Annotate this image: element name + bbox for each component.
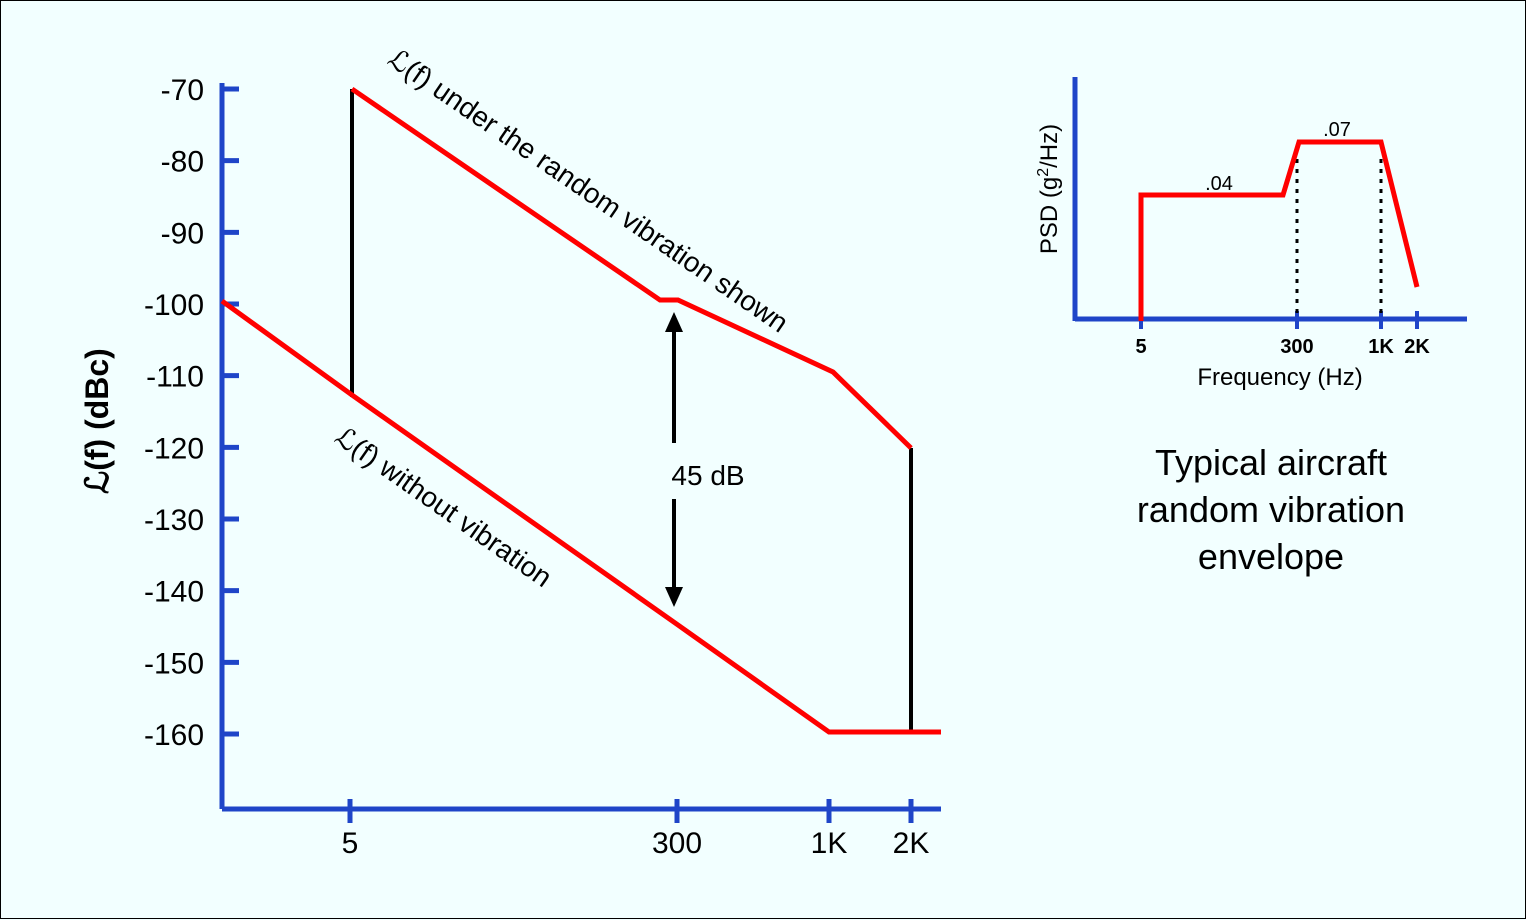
psd-envelope-line	[1138, 139, 1420, 321]
psd-value-label-high: .07	[1323, 119, 1351, 141]
psd-x-ticks: 5 300 1K 2K	[1135, 311, 1430, 358]
gap-arrow: 45 dB	[665, 312, 745, 607]
main-y-tick-label: -120	[144, 432, 204, 465]
main-y-axis-label: ℒ(f) (dBc)	[79, 348, 115, 494]
main-y-tick-label: -70	[161, 74, 204, 107]
psd-x-tick-label: 5	[1135, 336, 1146, 358]
psd-x-axis-label: Frequency (Hz)	[1197, 364, 1362, 391]
main-y-tick-label: -130	[144, 504, 204, 537]
psd-y-axis-label: PSD (g2/Hz)	[1035, 124, 1063, 254]
series-under-vibration-label: ℒ(f) under the random vibration shown	[383, 42, 794, 338]
series-without-vibration-line	[220, 298, 941, 735]
main-y-tick-label: -150	[144, 647, 204, 680]
main-y-tick-label: -110	[146, 361, 204, 394]
main-y-tick-label: -80	[161, 146, 204, 179]
main-y-ticks: -70 -80 -90 -100 -110 -120 -130 -140 -150 -160	[144, 74, 239, 752]
gap-label: 45 dB	[671, 460, 744, 491]
main-x-tick-label: 300	[652, 827, 702, 860]
main-chart: -70 -80 -90 -100 -110 -120 -130 -140 -150 -160 5 3…	[79, 42, 941, 860]
main-x-tick-label: 5	[342, 827, 359, 860]
main-y-tick-label: -140	[144, 576, 204, 609]
main-y-tick-label: -100	[144, 289, 204, 322]
series-without-vibration-label: ℒ(f) without vibration	[330, 421, 558, 594]
psd-value-label-low: .04	[1205, 173, 1233, 195]
gap-arrowhead-down	[665, 587, 683, 607]
psd-inset-chart: 5 300 1K 2K .04 .07 PSD (g2/Hz) Frequency (…	[1035, 77, 1467, 391]
main-x-tick-label: 2K	[893, 827, 930, 860]
gap-arrowhead-up	[665, 312, 683, 332]
psd-caption-line-2: random vibration	[1136, 489, 1406, 530]
main-x-ticks: 5 300 1K 2K	[342, 799, 930, 860]
psd-x-tick-label: 1K	[1368, 336, 1394, 358]
main-y-tick-label: -90	[161, 217, 204, 250]
main-y-tick-label: -160	[144, 719, 204, 752]
psd-x-tick-label: 300	[1280, 336, 1313, 358]
psd-caption-line-1: Typical aircraft	[1154, 442, 1388, 483]
series-under-vibration-line	[350, 86, 913, 450]
psd-caption: Typical aircraft random vibration envelo…	[1091, 439, 1451, 580]
psd-caption-line-3: envelope	[1197, 536, 1345, 577]
main-x-tick-label: 1K	[811, 827, 848, 860]
psd-x-tick-label: 2K	[1404, 336, 1430, 358]
